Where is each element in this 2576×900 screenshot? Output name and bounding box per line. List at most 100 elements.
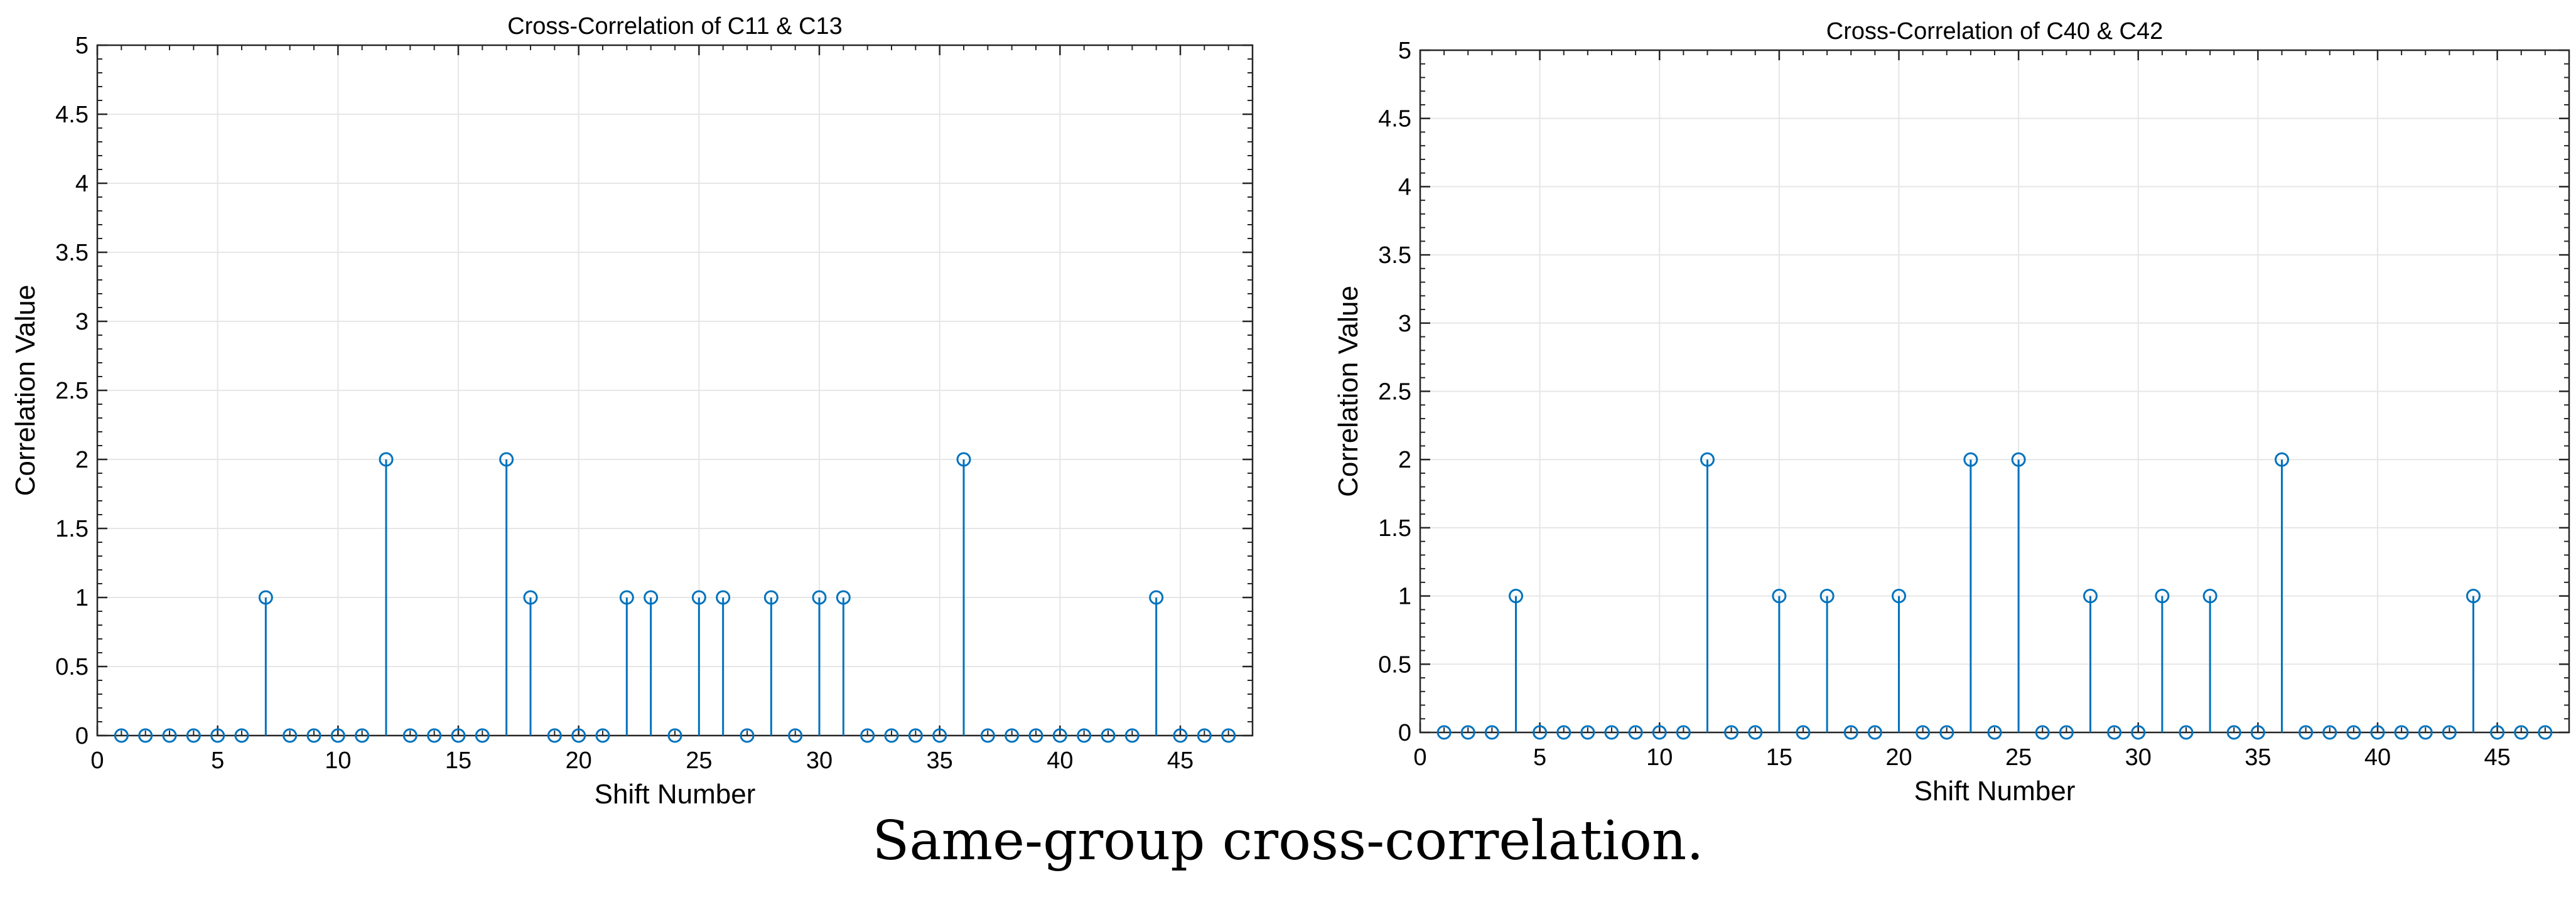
stem-marker: [523, 590, 538, 605]
stem-marker: [956, 452, 971, 467]
stem-marker: [379, 452, 394, 467]
stem-marker: [1533, 725, 1548, 740]
stem-marker: [2131, 725, 2146, 740]
stem-marker: [162, 728, 177, 743]
stem-marker: [1028, 728, 1043, 743]
y-tick-label: 2.5: [55, 378, 89, 404]
stem-marker: [1772, 589, 1787, 604]
stem-marker: [2322, 725, 2337, 740]
x-tick-label: 45: [2484, 744, 2510, 771]
y-tick-label: 1: [75, 585, 89, 611]
stem-marker: [932, 728, 947, 743]
stem-marker: [812, 590, 827, 605]
stem-marker: [2250, 725, 2265, 740]
y-tick-label: 2: [1398, 447, 1411, 473]
stem-marker: [2514, 725, 2529, 740]
x-tick-label: 0: [90, 747, 104, 774]
y-tick-label: 3.5: [1378, 242, 1411, 269]
y-tick-label: 4: [75, 171, 89, 197]
x-tick-label: 35: [2245, 744, 2271, 771]
stem-marker: [1843, 725, 1858, 740]
stem-marker: [330, 728, 345, 743]
y-tick-label: 5: [75, 33, 89, 59]
y-tick-label: 4.5: [1378, 106, 1411, 132]
y-tick-label: 0: [75, 723, 89, 749]
x-tick-label: 5: [1533, 744, 1546, 771]
stem-marker: [1556, 725, 1571, 740]
y-tick-label: 1.5: [55, 516, 89, 542]
stem-marker: [451, 728, 466, 743]
stem-marker: [2466, 589, 2481, 604]
stem-marker: [2275, 452, 2289, 467]
y-tick-label: 3: [1398, 311, 1411, 337]
stem-marker: [2418, 725, 2433, 740]
stem-marker: [2179, 725, 2194, 740]
stem-marker: [2107, 725, 2122, 740]
y-tick-label: 4: [1398, 174, 1411, 200]
y-tick-label: 0: [1398, 720, 1411, 746]
stem-marker: [1460, 725, 1475, 740]
x-tick-label: 5: [211, 747, 224, 774]
chart-c11-c13: Cross-Correlation of C11 & C13 Shift Num…: [10, 13, 1254, 810]
stem-marker: [1509, 589, 1523, 604]
stem-marker: [258, 590, 273, 605]
stem-marker: [2202, 589, 2218, 604]
stem-marker: [571, 728, 586, 743]
x-tick-label: 15: [1766, 744, 1792, 771]
stem-marker: [547, 728, 562, 743]
stem-marker: [2155, 589, 2170, 604]
stem-marker: [2394, 725, 2409, 740]
x-axis-label: Shift Number: [1914, 776, 2076, 806]
stem-marker: [2011, 452, 2026, 467]
stem-marker: [210, 728, 225, 743]
stem-marker: [595, 728, 610, 743]
y-tick-label: 5: [1398, 38, 1411, 64]
stem-marker: [1796, 725, 1811, 740]
x-tick-label: 20: [1885, 744, 1912, 771]
stem-marker: [691, 590, 706, 605]
stem-marker: [980, 728, 995, 743]
x-tick-label: 20: [566, 747, 592, 774]
x-tick-label: 10: [1646, 744, 1673, 771]
grid: [97, 45, 1253, 736]
stem-marker: [860, 728, 875, 743]
stem-marker: [2490, 725, 2505, 740]
x-tick-label: 30: [806, 747, 833, 774]
stem-marker: [788, 728, 803, 743]
stem-marker: [306, 728, 321, 743]
x-tick-label: 25: [2005, 744, 2032, 771]
stem-marker: [1197, 728, 1212, 743]
stem-marker: [1101, 728, 1116, 743]
stem-marker: [1149, 590, 1164, 605]
stem-marker: [1124, 728, 1140, 743]
stem-marker: [644, 590, 659, 605]
y-tick-label: 2.5: [1378, 379, 1411, 405]
chart-c40-c42: Cross-Correlation of C40 & C42 Shift Num…: [1333, 18, 2570, 806]
stem-marker: [1867, 725, 1882, 740]
stem-marker: [475, 728, 490, 743]
x-tick-label: 30: [2125, 744, 2152, 771]
stem-marker: [1173, 728, 1188, 743]
stem-marker: [186, 728, 201, 743]
stem-marker: [1916, 725, 1931, 740]
chart-title: Cross-Correlation of C11 & C13: [507, 13, 843, 40]
stem-marker: [1892, 589, 1906, 604]
stem-marker: [1604, 725, 1619, 740]
stem-marker: [1676, 725, 1691, 740]
y-tick-label: 4.5: [55, 102, 89, 128]
x-axis-label: Shift Number: [595, 779, 756, 810]
y-tick-label: 1.5: [1378, 515, 1411, 542]
x-tick-label: 10: [325, 747, 351, 774]
stem-marker: [1724, 725, 1739, 740]
stem-marker: [884, 728, 899, 743]
stem-marker: [836, 590, 851, 605]
x-tick-label: 25: [686, 747, 712, 774]
stem-marker: [716, 590, 731, 605]
stem-marker: [1748, 725, 1763, 740]
stem-marker: [1484, 725, 1499, 740]
y-tick-label: 0.5: [1378, 651, 1411, 678]
stem-marker: [1580, 725, 1595, 740]
stem-marker: [2538, 725, 2553, 740]
stem-marker: [1628, 725, 1643, 740]
